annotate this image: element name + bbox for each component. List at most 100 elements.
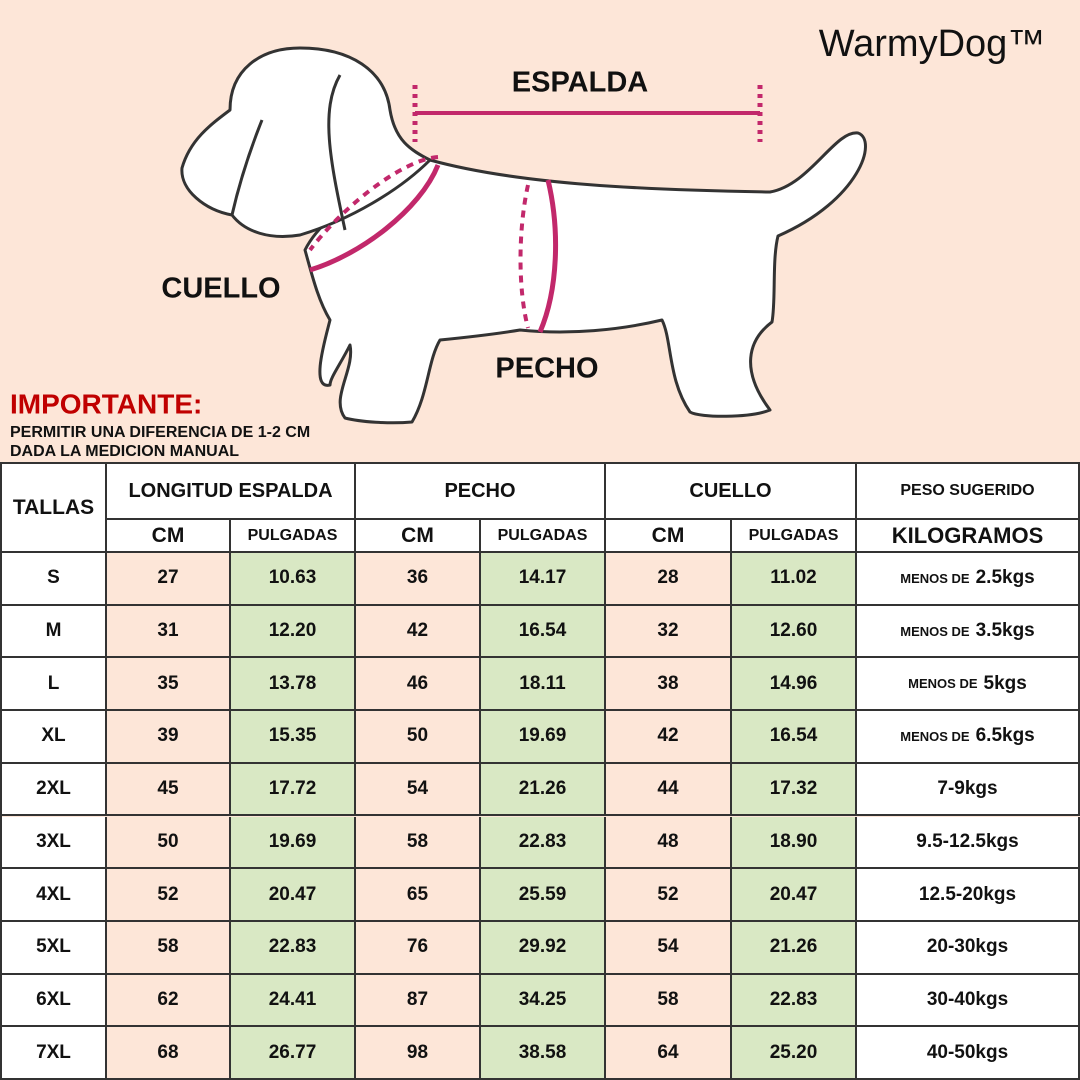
value-cell: 18.90 [732,816,857,870]
value-cell: 21.26 [481,763,606,817]
value-cell: 16.54 [481,605,606,659]
weight-value: 9.5-12.5kgs [916,830,1019,852]
subheader-cell: PULGADAS [732,520,857,553]
weight-value: 12.5-20kgs [918,883,1017,905]
measure-lines [308,85,763,333]
value-cell: 58 [356,816,481,870]
value-cell: 21.26 [732,921,857,975]
value-cell: 22.83 [231,921,356,975]
value-cell: 54 [356,763,481,817]
value-cell: 14.96 [732,658,857,712]
value-cell: 48 [606,816,732,870]
value-cell: 22.83 [481,816,606,870]
value-cell: 52 [606,869,732,922]
weight-cell: 12.5-20kgs [857,869,1080,922]
header-cell: PESO SUGERIDO [857,464,1080,520]
value-cell: 16.54 [732,711,857,764]
value-cell: 14.17 [481,553,606,606]
value-cell: 50 [356,711,481,764]
weight-cell: MENOS DE 3.5kgs [857,605,1080,659]
value-cell: 32 [606,605,732,659]
value-cell: 17.32 [732,763,857,817]
subheader-cell: CM [107,520,231,553]
weight-prefix: MENOS DE [900,623,970,639]
value-cell: 42 [606,711,732,764]
weight-cell: MENOS DE 2.5kgs [857,553,1080,606]
important-title: IMPORTANTE: [10,388,202,419]
value-cell: 54 [606,921,732,975]
value-cell: 15.35 [231,711,356,764]
value-cell: 25.20 [732,1027,857,1080]
weight-prefix: MENOS DE [900,728,970,744]
weight-value: 5kgs [983,672,1027,694]
value-cell: 50 [107,816,231,870]
value-cell: 31 [107,605,231,659]
size-cell: 7XL [2,1027,107,1080]
diagram: WarmyDog™ ESPALDA CUELLO PECHO IMPORTANT… [10,23,1046,460]
value-cell: 19.69 [481,711,606,764]
value-cell: 39 [107,711,231,764]
weight-cell: 9.5-12.5kgs [857,816,1080,870]
weight-value: 40-50kgs [926,1041,1009,1063]
value-cell: 24.41 [231,974,356,1028]
value-cell: 25.59 [481,869,606,922]
value-cell: 10.63 [231,553,356,606]
size-cell: 3XL [2,816,107,870]
value-cell: 58 [107,921,231,975]
size-cell: M [2,605,107,659]
label-cuello: CUELLO [161,273,280,305]
value-cell: 27 [107,553,231,606]
label-espalda: ESPALDA [512,67,648,99]
subheader-cell: CM [606,520,732,553]
weight-cell: 40-50kgs [857,1027,1080,1080]
weight-prefix: MENOS DE [908,676,978,692]
value-cell: 11.02 [732,553,857,606]
header-cell: LONGITUD ESPALDA [107,464,356,520]
weight-cell: 20-30kgs [857,921,1080,975]
value-cell: 44 [606,763,732,817]
value-cell: 38.58 [481,1027,606,1080]
value-cell: 19.69 [231,816,356,870]
value-cell: 87 [356,974,481,1028]
value-cell: 26.77 [231,1027,356,1080]
value-cell: 38 [606,658,732,712]
weight-value: 2.5kgs [975,567,1035,589]
weight-value: 3.5kgs [975,620,1035,642]
value-cell: 98 [356,1027,481,1080]
value-cell: 18.11 [481,658,606,712]
important-line: PERMITIR UNA DIFERENCIA DE 1-2 CM [10,424,310,441]
subheader-cell: CM [356,520,481,553]
value-cell: 42 [356,605,481,659]
value-cell: 29.92 [481,921,606,975]
subheader-cell: PULGADAS [231,520,356,553]
value-cell: 22.83 [732,974,857,1028]
brand: WarmyDog™ [819,23,1046,65]
value-cell: 12.20 [231,605,356,659]
value-cell: 58 [606,974,732,1028]
dog [180,46,867,425]
weight-cell: MENOS DE 6.5kgs [857,711,1080,764]
value-cell: 52 [107,869,231,922]
value-cell: 17.72 [231,763,356,817]
weight-value: 6.5kgs [975,725,1035,747]
value-cell: 62 [107,974,231,1028]
weight-cell: MENOS DE 5kgs [857,658,1080,712]
value-cell: 68 [107,1027,231,1080]
value-cell: 13.78 [231,658,356,712]
value-cell: 76 [356,921,481,975]
value-cell: 28 [606,553,732,606]
value-cell: 20.47 [231,869,356,922]
size-cell: S [2,553,107,606]
weight-cell: 30-40kgs [857,974,1080,1028]
important-line: DADA LA MEDICION MANUAL [10,443,239,460]
weight-value: 7-9kgs [937,778,998,800]
size-cell: 2XL [2,763,107,817]
subheader-cell: PULGADAS [481,520,606,553]
value-cell: 12.60 [732,605,857,659]
weight-cell: 7-9kgs [857,763,1080,817]
value-cell: 36 [356,553,481,606]
size-cell: 4XL [2,869,107,922]
size-cell: XL [2,711,107,764]
value-cell: 34.25 [481,974,606,1028]
